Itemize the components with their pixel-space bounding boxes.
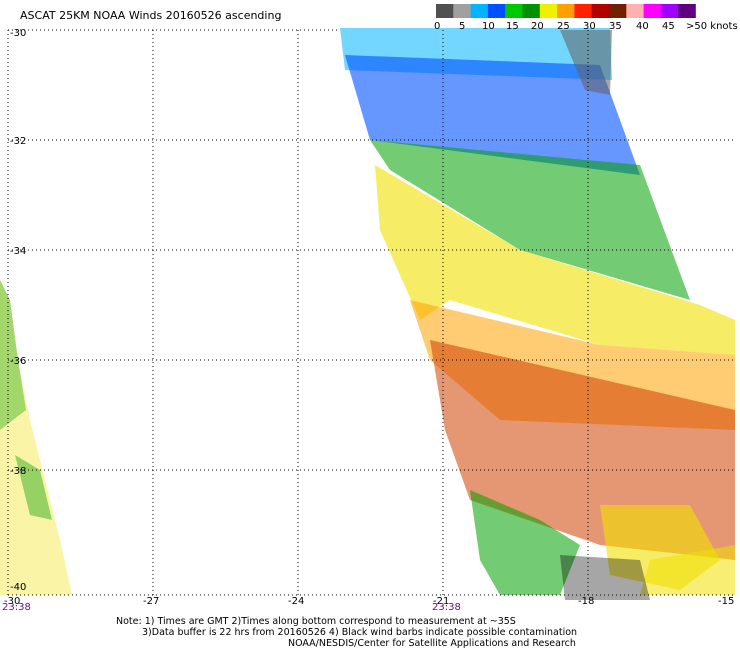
lon-tick-label: -15 [718, 596, 734, 607]
main-swath [340, 28, 735, 600]
legend-label: 5 [459, 21, 465, 32]
lat-tick-labels: -30 -32 -34 -36 -38 -40 [10, 28, 26, 593]
time-label-left: 23:38 [2, 602, 31, 613]
legend-swatch [643, 4, 662, 18]
legend-swatch [522, 4, 541, 18]
lon-tick-label: -30 [4, 596, 20, 607]
map-title: ASCAT 25KM NOAA Winds 20160526 ascending [20, 9, 282, 22]
legend-label: 45 [662, 21, 675, 32]
note-line-2: 3)Data buffer is 22 hrs from 20160526 4)… [142, 627, 578, 638]
legend-labels: 0 5 10 15 20 25 30 35 40 45 >50 knots [434, 21, 738, 32]
lon-tick-label: -27 [143, 596, 159, 607]
legend-swatches [436, 4, 696, 18]
lat-tick-label: -32 [10, 136, 26, 147]
legend-swatch [678, 4, 696, 18]
legend-label: 35 [609, 21, 622, 32]
lat-tick-label: -38 [10, 466, 26, 477]
legend-swatch [505, 4, 523, 18]
legend-swatch [574, 4, 592, 18]
legend-label: 10 [482, 21, 495, 32]
note-line-1: Note: 1) Times are GMT 2)Times along bot… [116, 616, 516, 627]
legend-swatch [436, 4, 454, 18]
time-label-center: 23:38 [432, 602, 461, 613]
legend-swatch [609, 4, 627, 18]
lat-tick-label: -30 [10, 28, 26, 39]
lon-tick-label: -24 [288, 596, 304, 607]
legend-swatch [660, 4, 679, 18]
legend-label: 25 [557, 21, 570, 32]
legend-label: 0 [434, 21, 440, 32]
legend-swatch [487, 4, 506, 18]
legend-swatch [539, 4, 558, 18]
legend-swatch [557, 4, 575, 18]
left-swath [0, 280, 72, 595]
lon-tick-label: -21 [433, 596, 449, 607]
legend-label: 40 [636, 21, 649, 32]
lon-tick-labels: -30 -27 -24 -21 -18 -15 [4, 596, 734, 607]
legend-label: >50 knots [686, 21, 738, 32]
legend-swatch [453, 4, 471, 18]
lon-tick-label: -18 [578, 596, 594, 607]
legend-swatch [470, 4, 489, 18]
frame [7, 29, 735, 596]
legend-label: 15 [506, 21, 519, 32]
lat-tick-label: -36 [10, 356, 26, 367]
speed-legend: 0 5 10 15 20 25 30 35 40 45 >50 knots [434, 4, 738, 32]
legend-label: 30 [583, 21, 596, 32]
lat-tick-label: -40 [10, 582, 26, 593]
legend-swatch [591, 4, 610, 18]
legend-swatch [626, 4, 644, 18]
lat-tick-label: -34 [10, 246, 26, 257]
legend-label: 20 [531, 21, 544, 32]
note-line-3: NOAA/NESDIS/Center for Satellite Applica… [288, 638, 576, 649]
